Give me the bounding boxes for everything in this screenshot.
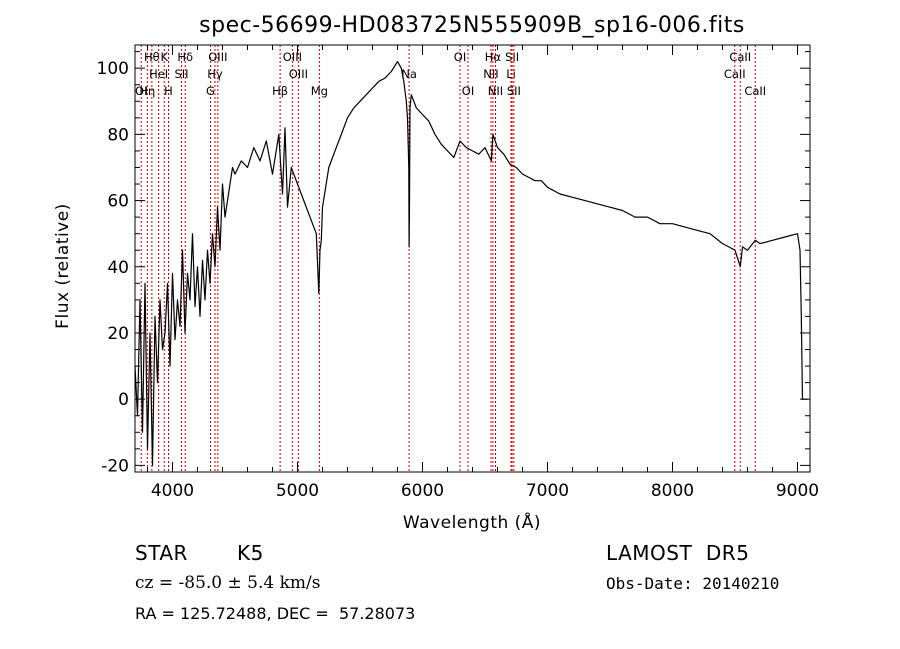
spectral-line-label: SII <box>507 84 521 98</box>
spectral-line-label: HeI <box>149 67 168 81</box>
spectral-line-label: OI <box>454 50 466 64</box>
y-tick-label: 20 <box>107 324 129 344</box>
spectral-line-label: Hβ <box>272 84 288 98</box>
x-tick-label: 7000 <box>526 481 569 501</box>
spectral-line-label: CaII <box>744 84 766 98</box>
y-tick-label: 0 <box>118 390 129 410</box>
spectral-line-label: OIII <box>208 50 227 64</box>
plot-frame <box>134 44 811 473</box>
y-tick-label: 100 <box>97 59 129 79</box>
spectral-line-label: OIII <box>283 50 302 64</box>
spectral-line-markers: OIHηHθHeIKHSIIHδGHγOIIIHβOIIIOIIIMgNaOIO… <box>135 45 766 472</box>
spectral-line-label: Hγ <box>207 67 223 81</box>
observation-date: Obs-Date: 20140210 <box>606 574 780 593</box>
y-tick-label: 80 <box>107 125 129 145</box>
spectral-line-label: NII <box>488 84 503 98</box>
spectral-line-label: OIII <box>289 67 308 81</box>
y-axis: -20 0 20 40 60 80 100 <box>97 51 810 476</box>
y-tick-label: 60 <box>107 192 129 212</box>
spectral-line-label: Hθ <box>144 50 160 64</box>
y-axis-label: Flux (relative) <box>53 203 73 329</box>
chart-title: spec-56699-HD083725N555909B_sp16-006.fit… <box>199 13 745 38</box>
spectral-line-label: Hδ <box>177 50 193 64</box>
survey-name: LAMOST DR5 <box>606 541 750 565</box>
x-tick-label: 5000 <box>276 481 319 501</box>
x-tick-label: 9000 <box>776 481 819 501</box>
object-subclass: K5 <box>237 541 264 565</box>
spectral-line-label: Na <box>401 67 417 81</box>
spectral-line-label: Mg <box>311 84 328 98</box>
spectral-line-label: SII <box>174 67 188 81</box>
spectral-line-label: OI <box>462 84 474 98</box>
spectral-line-label: NII <box>483 67 498 81</box>
coordinates: RA = 125.72488, DEC = 57.28073 <box>135 604 416 623</box>
spectral-line-label: SII <box>505 50 519 64</box>
spectral-line-label: Hα <box>485 50 502 64</box>
spectrum-series <box>134 60 808 466</box>
spectral-line-label: Li <box>506 67 516 81</box>
spectral-line-label: Hη <box>139 84 155 98</box>
x-tick-label: 4000 <box>151 481 194 501</box>
x-tick-label: 6000 <box>401 481 444 501</box>
x-axis: 4000 5000 6000 7000 8000 9000 <box>147 45 819 501</box>
object-class: STAR <box>135 541 188 565</box>
x-axis-label: Wavelength (Å) <box>403 511 541 533</box>
y-tick-label: -20 <box>101 456 129 476</box>
spectral-line-label: K <box>160 50 168 64</box>
spectral-line-label: OI <box>135 84 147 98</box>
redshift-velocity: cz = -85.0 ± 5.4 km/s <box>135 573 321 593</box>
y-tick-label: 40 <box>107 258 129 278</box>
spectral-line-label: G <box>206 84 215 98</box>
spectral-line-label: H <box>164 84 173 98</box>
x-tick-label: 8000 <box>651 481 694 501</box>
spectral-line-label: CaII <box>724 67 746 81</box>
spectrum-line <box>134 60 808 466</box>
spectral-line-label: CaII <box>729 50 751 64</box>
